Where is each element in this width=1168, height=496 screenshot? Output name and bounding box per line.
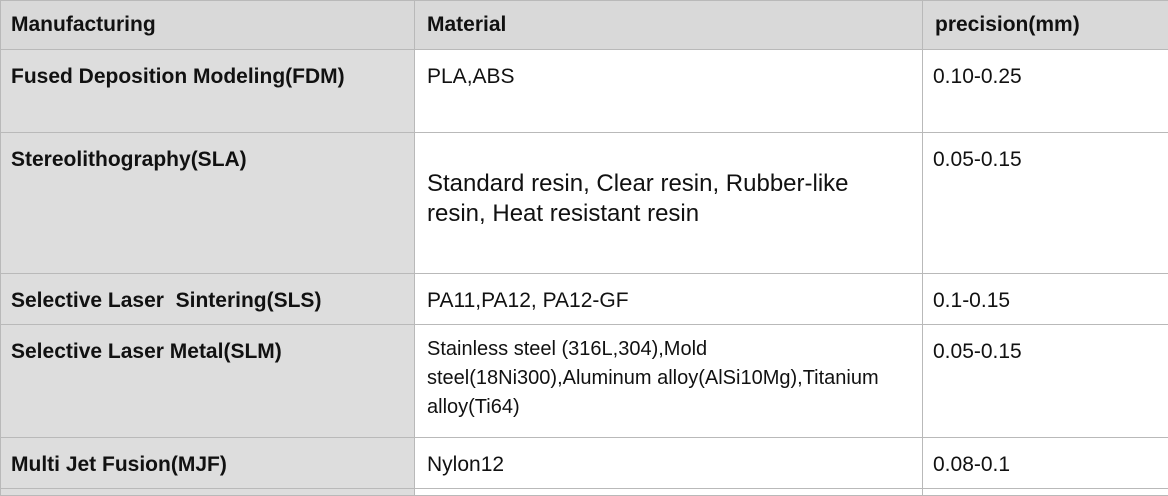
material-value: PA11,PA12, PA12-GF <box>415 274 922 316</box>
header-material: Material <box>415 13 922 37</box>
header-cell-precision: precision(mm) <box>923 1 1168 50</box>
precision-value: 0.1-0.15 <box>923 274 1168 316</box>
header-row: Manufacturing Material precision(mm) <box>1 1 1168 50</box>
precision-cell: 0.08-0.1 <box>923 438 1168 489</box>
process-name: Stereolithography(SLA) <box>1 133 414 175</box>
precision-cell: 0.05-0.15 <box>923 325 1168 438</box>
material-cell: PLA,ABS <box>415 50 923 133</box>
material-cell: Nylon12 <box>415 438 923 489</box>
material-cell: Standard resin, Clear resin, Rubber-like… <box>415 133 923 274</box>
precision-value: 0.10-0.25 <box>923 50 1168 92</box>
process-cell: Fused Deposition Modeling(FDM) <box>1 50 415 133</box>
table-row: Fused Deposition Modeling(FDM) PLA,ABS 0… <box>1 50 1168 133</box>
process-name: Multi Jet Fusion(MJF) <box>1 438 414 480</box>
table-row: Stereolithography(SLA) Standard resin, C… <box>1 133 1168 274</box>
precision-cell: 0.1-0.15 <box>923 274 1168 325</box>
precision-value: 0.05-0.15 <box>923 325 1168 367</box>
precision-value: 0.08-0.1 <box>923 438 1168 480</box>
material-value: PLA,ABS <box>415 50 922 92</box>
precision-value: 0.05-0.15 <box>923 133 1168 175</box>
material-value: Standard resin, Clear resin, Rubber-like… <box>415 133 922 229</box>
header-precision: precision(mm) <box>923 13 1168 37</box>
material-cell: Stainless steel (316L,304),Mold steel(18… <box>415 325 923 438</box>
table-row: Selective Laser Sintering(SLS) PA11,PA12… <box>1 274 1168 325</box>
header-manufacturing: Manufacturing <box>1 13 414 37</box>
table-row: Selective Laser Metal(SLM) Stainless ste… <box>1 325 1168 438</box>
material-value: Stainless steel (316L,304),Mold steel(18… <box>415 325 922 422</box>
process-name: Fused Deposition Modeling(FDM) <box>1 50 414 92</box>
process-name: Selective Laser Sintering(SLS) <box>1 274 414 316</box>
process-cell: Stereolithography(SLA) <box>1 133 415 274</box>
process-name: Selective Laser Metal(SLM) <box>1 325 414 367</box>
process-cell: Selective Laser Sintering(SLS) <box>1 274 415 325</box>
table-row: Multi Jet Fusion(MJF) Nylon12 0.08-0.1 <box>1 438 1168 489</box>
material-value: Nylon12 <box>415 438 922 480</box>
material-cell: PA11,PA12, PA12-GF <box>415 274 923 325</box>
header-cell-manufacturing: Manufacturing <box>1 1 415 50</box>
process-cell: Selective Laser Metal(SLM) <box>1 325 415 438</box>
header-cell-material: Material <box>415 1 923 50</box>
precision-cell: 0.10-0.25 <box>923 50 1168 133</box>
process-cell: Multi Jet Fusion(MJF) <box>1 438 415 489</box>
precision-cell: 0.05-0.15 <box>923 133 1168 274</box>
